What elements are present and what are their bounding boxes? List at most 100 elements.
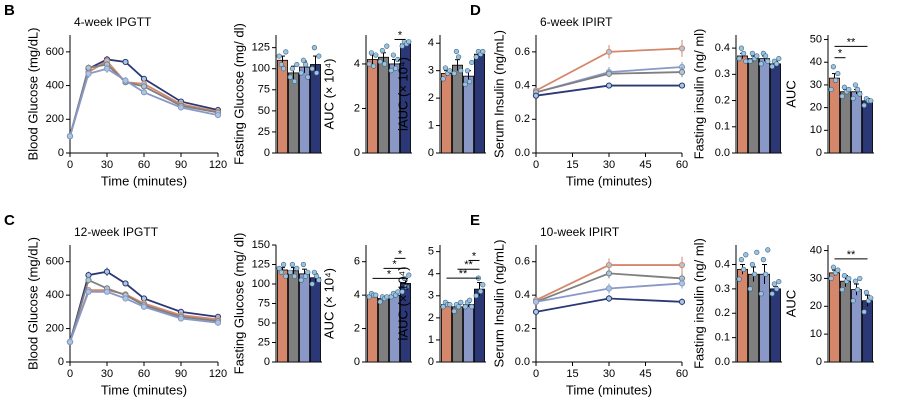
data-point <box>678 45 686 52</box>
data-point <box>863 289 870 295</box>
x-tick-label: 90 <box>175 159 187 171</box>
data-point <box>303 61 309 68</box>
bar <box>378 56 389 154</box>
data-point <box>762 53 769 59</box>
data-point <box>305 74 311 80</box>
data-point <box>769 291 775 297</box>
data-point <box>373 52 379 58</box>
x-tick-label: 60 <box>138 159 150 171</box>
y-tick-label: 0 <box>264 147 270 159</box>
y-tick-label: 4 <box>428 268 434 280</box>
data-point <box>305 269 311 275</box>
data-point <box>276 53 282 59</box>
data-point <box>861 309 867 315</box>
y-tick-label: 0.3 <box>715 283 730 295</box>
data-point <box>747 286 753 292</box>
data-point <box>384 43 390 49</box>
data-point <box>464 68 471 74</box>
bar <box>474 53 485 154</box>
data-point <box>854 286 861 293</box>
data-point <box>473 54 479 60</box>
bar <box>299 66 310 154</box>
y-tick-label: 3 <box>428 65 434 77</box>
data-point <box>287 269 293 275</box>
data-point <box>122 280 129 287</box>
data-point <box>852 278 859 284</box>
y-tick-label: 0.6 <box>515 46 530 58</box>
y-tick-label: 0 <box>428 147 434 159</box>
data-point <box>388 68 394 74</box>
x-tick-label: 60 <box>138 368 150 380</box>
data-point <box>384 294 390 300</box>
x-tick-label: 0 <box>533 159 539 171</box>
significance-label: * <box>472 250 477 262</box>
y-axis-label: AUC (× 10⁴) <box>321 268 336 339</box>
y-tick-label: 200 <box>46 322 64 334</box>
data-point <box>373 292 379 298</box>
data-point <box>868 295 874 301</box>
data-point <box>846 86 852 93</box>
y-tick-label: 0.2 <box>715 307 730 319</box>
y-axis-label: Blood Glucose (mg/dL) <box>25 237 40 370</box>
data-point <box>854 86 861 93</box>
y-tick-label: 10 <box>810 124 822 136</box>
x-tick-label: 15 <box>566 368 578 380</box>
x-tick-label: 30 <box>603 159 615 171</box>
data-point <box>316 53 322 59</box>
data-point <box>839 93 845 99</box>
y-tick-label: 400 <box>46 289 64 301</box>
bar <box>288 270 299 363</box>
data-point <box>839 286 845 293</box>
data-point <box>309 66 315 72</box>
y-tick-label: 75 <box>258 297 270 309</box>
data-point <box>276 265 282 272</box>
x-axis-label: Time (minutes) <box>566 382 652 397</box>
x-tick-label: 30 <box>603 368 615 380</box>
bar <box>299 273 310 363</box>
data-point <box>281 261 287 268</box>
bar <box>441 304 452 363</box>
y-tick-label: 0.4 <box>715 258 730 270</box>
bar <box>840 280 851 363</box>
bar <box>474 288 485 363</box>
data-point <box>379 47 386 54</box>
data-point <box>451 70 457 77</box>
x-tick-label: 60 <box>676 159 688 171</box>
y-tick-label: 125 <box>252 42 270 54</box>
data-point <box>467 297 473 303</box>
y-tick-label: 40 <box>810 244 822 256</box>
y-tick-label: 0 <box>264 356 270 368</box>
y-tick-label: 0.3 <box>715 68 730 80</box>
data-point <box>399 43 405 49</box>
x-tick-label: 120 <box>209 368 227 380</box>
data-point <box>292 273 298 279</box>
y-tick-label: 125 <box>252 258 270 270</box>
data-point <box>771 281 778 287</box>
chart-title: 4-week IPGTT <box>74 15 152 29</box>
data-point <box>140 75 148 82</box>
data-point <box>406 272 412 278</box>
y-tick-label: 2 <box>354 102 360 114</box>
data-point <box>605 270 613 277</box>
data-point <box>311 269 318 275</box>
data-point <box>289 66 296 72</box>
y-tick-label: 0 <box>816 147 822 159</box>
data-point <box>278 61 285 68</box>
y-tick-label: 20 <box>810 102 822 114</box>
data-point <box>678 298 686 305</box>
y-axis-label: iAUC (× 10⁴) <box>395 57 410 131</box>
data-point <box>66 133 74 140</box>
data-point <box>456 54 462 60</box>
data-point <box>532 92 540 99</box>
data-point <box>278 269 285 275</box>
data-point <box>122 58 129 66</box>
y-axis-label: AUC (× 10⁴) <box>321 59 336 130</box>
data-point <box>841 84 848 90</box>
data-point <box>850 95 856 102</box>
data-point <box>532 298 540 305</box>
x-tick-label: 45 <box>639 159 651 171</box>
data-point <box>177 104 185 111</box>
significance-label: ** <box>847 36 856 48</box>
y-axis-label: AUC <box>783 290 798 317</box>
data-point <box>393 65 399 71</box>
